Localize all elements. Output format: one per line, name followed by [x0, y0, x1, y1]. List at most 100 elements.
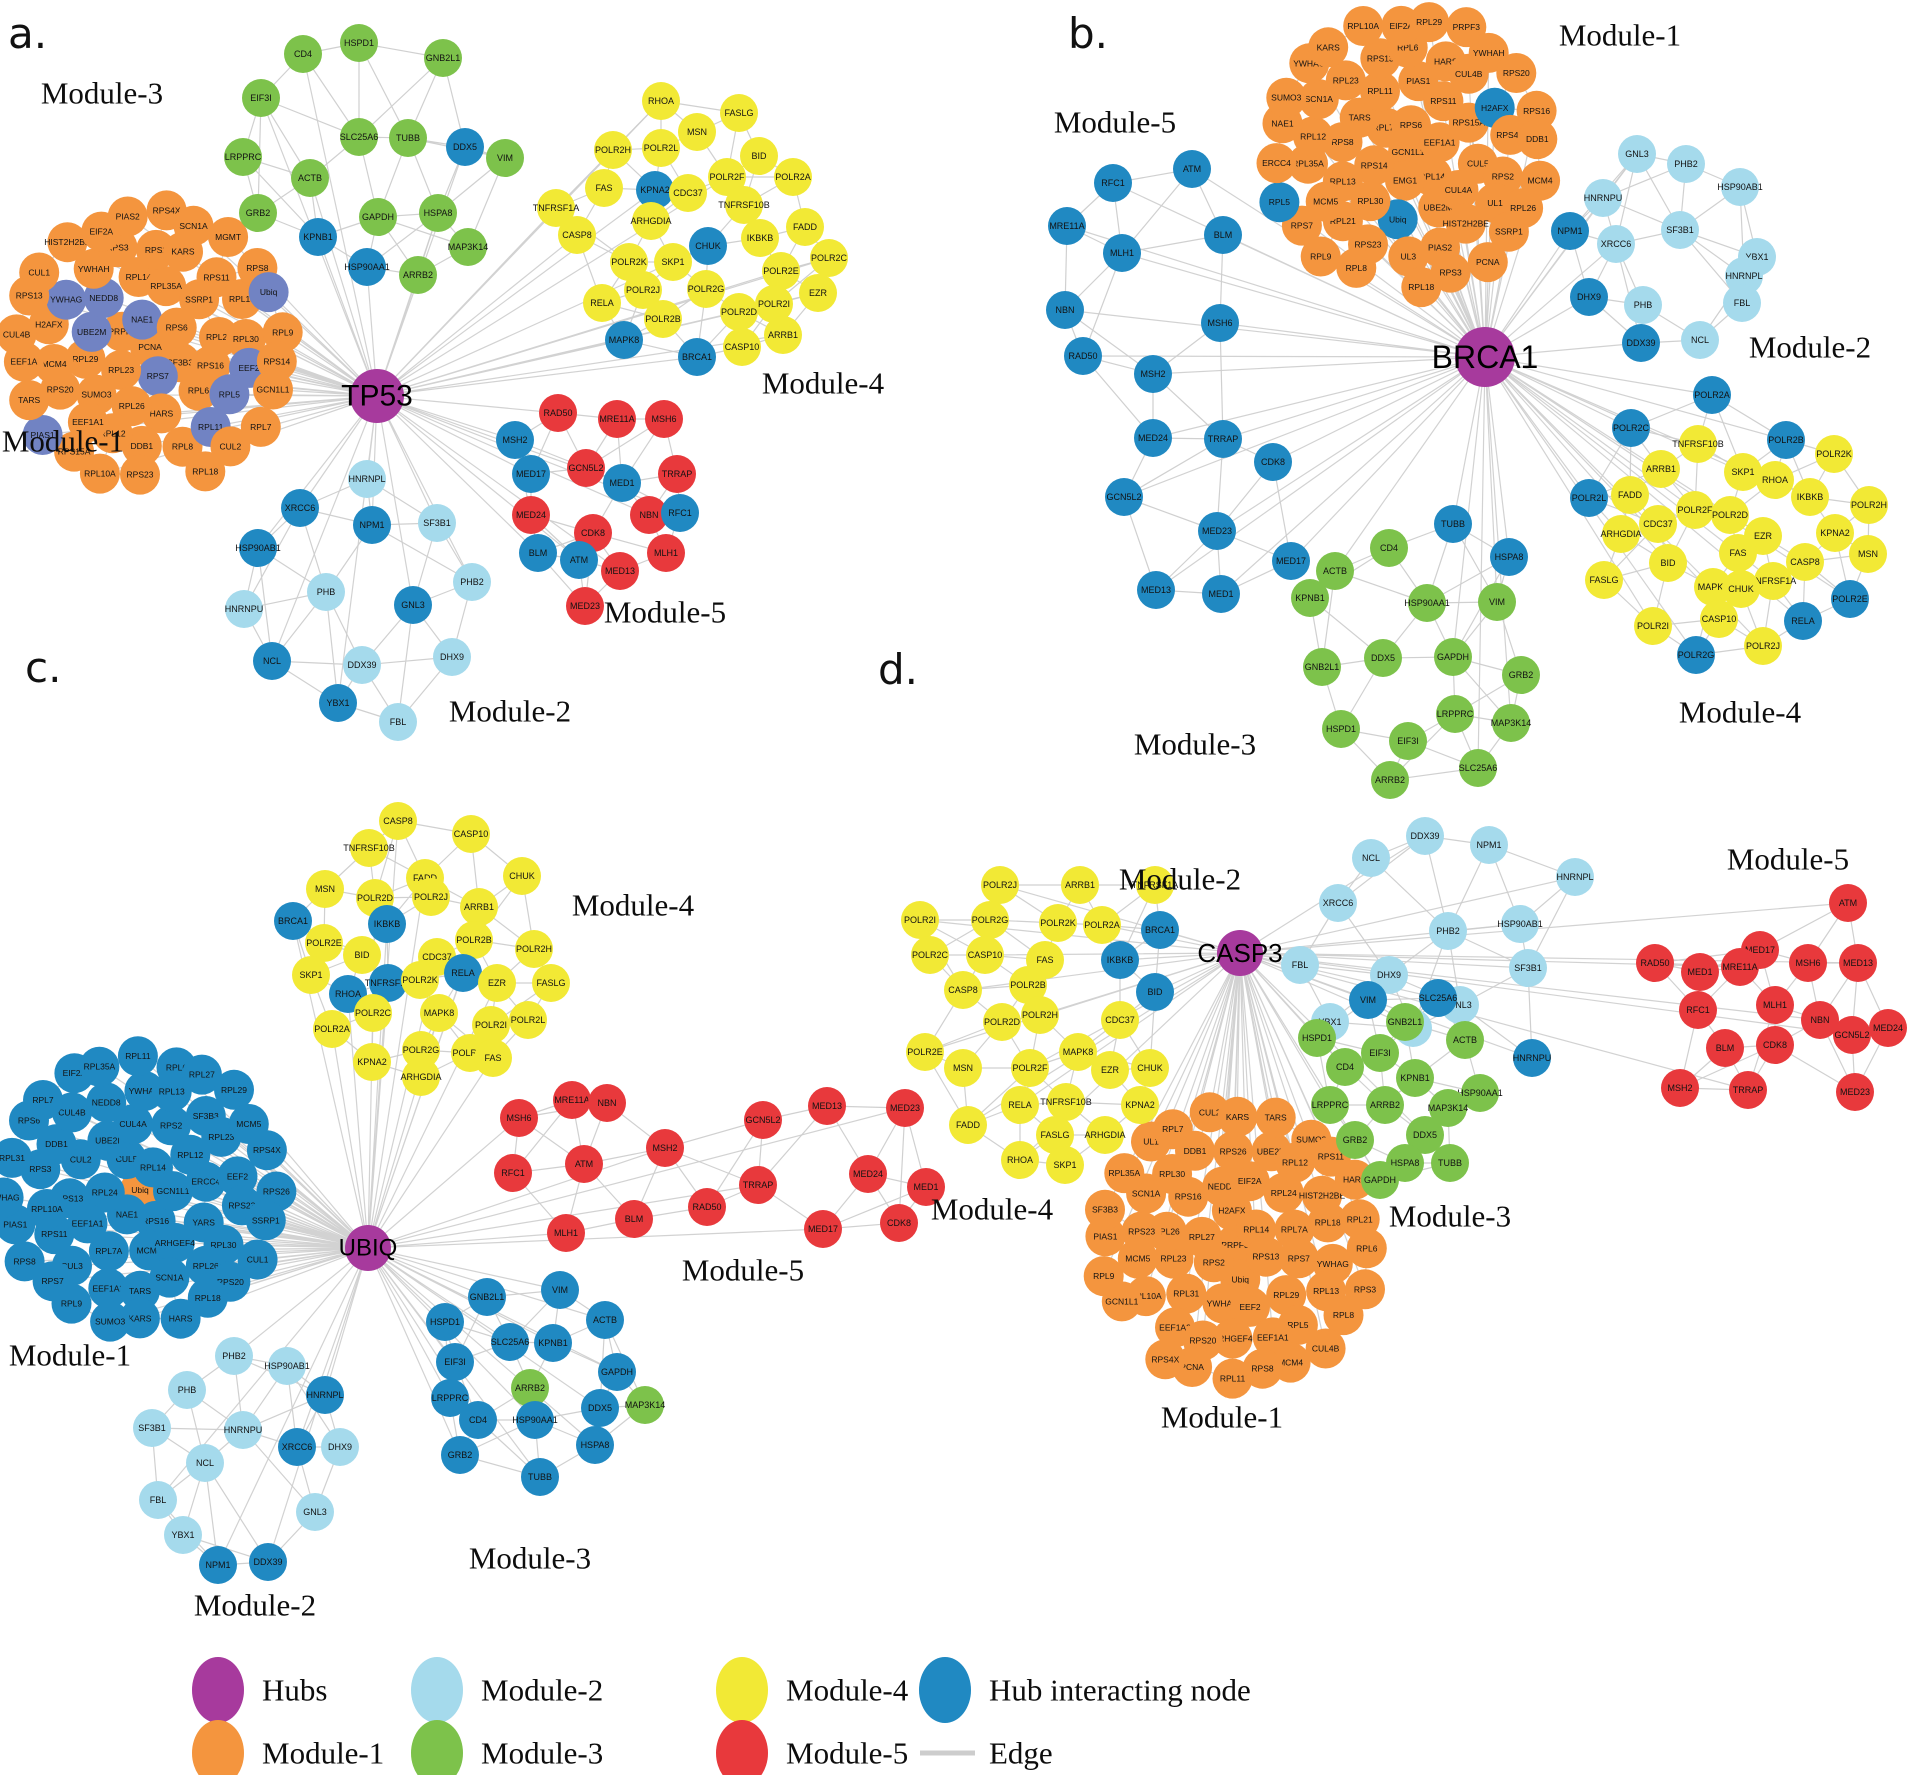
- node-POLR2L: [1570, 479, 1608, 517]
- node-label-ARHGDIA: ARHGDIA: [630, 216, 671, 226]
- node-label-UL3: UL3: [1401, 251, 1417, 261]
- node-label-SF3B1: SF3B1: [423, 518, 451, 528]
- node-RAD50: [688, 1188, 726, 1226]
- node-label-GAPDH: GAPDH: [601, 1367, 633, 1377]
- node-label-ARRB2: ARRB2: [1375, 775, 1405, 785]
- node-PHB: [1624, 286, 1662, 324]
- node-label-RFC1: RFC1: [1101, 178, 1125, 188]
- node-NBN: [630, 496, 668, 534]
- node-label-HARS: HARS: [1434, 56, 1458, 66]
- node-CASP10: [452, 815, 490, 853]
- node-label-RPS4X: RPS4X: [253, 1145, 281, 1155]
- node-label-EIF2A: EIF2A: [1389, 21, 1413, 31]
- node-label-IKBKB: IKBKB: [374, 919, 401, 929]
- node-label-MCM5: MCM5: [236, 1119, 261, 1129]
- node-HSP90AB1: [1721, 168, 1759, 206]
- node-label-RPL21: RPL21: [1330, 216, 1356, 226]
- node-DDB1: [1517, 119, 1558, 160]
- node-TRRAP: [658, 455, 696, 493]
- node-GNL3: [394, 586, 432, 624]
- node-label-CASP8: CASP8: [1790, 557, 1820, 567]
- node-PHB: [168, 1371, 206, 1409]
- node-RPL24: [84, 1172, 125, 1213]
- node-label-MED23: MED23: [890, 1103, 920, 1113]
- node-label-MED23: MED23: [1202, 526, 1232, 536]
- node-label-RPL10A: RPL10A: [1130, 1291, 1162, 1301]
- node-RPL27: [1181, 1216, 1222, 1257]
- node-label-POLR2C: POLR2C: [912, 950, 949, 960]
- node-label-RPS8: RPS8: [13, 1256, 35, 1266]
- node-POLR2H: [515, 930, 553, 968]
- node-FBL: [1723, 284, 1761, 322]
- node-label-MSH6: MSH6: [506, 1113, 531, 1123]
- node-label-GCN1L1: GCN1L1: [156, 1186, 189, 1196]
- node-label-POLR2I: POLR2I: [758, 299, 790, 309]
- node-RPS15A: [54, 431, 95, 472]
- node-label-MED24: MED24: [1873, 1023, 1903, 1033]
- node-label-HSPD1: HSPD1: [1326, 724, 1356, 734]
- node-POLR2C: [1612, 409, 1650, 447]
- node-XRCC6: [278, 1428, 316, 1466]
- node-label-RPL8: RPL8: [1333, 1310, 1355, 1320]
- node-label-POLR2H: POLR2H: [595, 145, 631, 155]
- node-RPS23: [120, 454, 160, 495]
- node-label-KPNB1: KPNB1: [538, 1338, 568, 1348]
- node-SF3B1: [1661, 211, 1699, 249]
- node-MED23: [1198, 512, 1236, 550]
- node-BLM: [615, 1200, 653, 1238]
- node-RHOA: [1001, 1141, 1039, 1179]
- node-label-BID: BID: [1147, 987, 1163, 997]
- node-MRE11A: [1048, 207, 1086, 245]
- node-RPS14: [1354, 145, 1395, 186]
- hub-edges: [1334, 356, 1512, 769]
- node-label-RPS11: RPS11: [41, 1229, 68, 1239]
- node-NCL: [1352, 839, 1390, 877]
- node-MAPK8: [605, 321, 643, 359]
- node-HNRNPL: [348, 460, 386, 498]
- panel-letter-c: c.: [25, 643, 61, 692]
- node-CHUK: [689, 227, 727, 265]
- node-ARHGDIA: [632, 202, 670, 240]
- node-POLR2L: [642, 129, 680, 167]
- node-label-POLR2D: POLR2D: [1712, 510, 1749, 520]
- node-label-RPS16: RPS16: [142, 1216, 169, 1226]
- node-label-HNRNPU: HNRNPU: [225, 604, 264, 614]
- node-NBN: [588, 1084, 626, 1122]
- node-label-FBL: FBL: [1292, 960, 1309, 970]
- node-label-SF3B1: SF3B1: [138, 1423, 166, 1433]
- node-label-GNB2L1: GNB2L1: [1305, 662, 1340, 672]
- node-label-GCN5L2: GCN5L2: [1834, 1030, 1869, 1040]
- node-label-CDC37: CDC37: [1105, 1015, 1135, 1025]
- node-label-NCL: NCL: [1362, 853, 1380, 863]
- node-label-TNFRSF10B: TNFRSF10B: [343, 843, 395, 853]
- node-label-FAS: FAS: [1729, 548, 1746, 558]
- node-PHB2: [1667, 145, 1705, 183]
- node-GNB2L1: [1303, 648, 1341, 686]
- node-label-Ubiq: Ubiq: [131, 1185, 149, 1195]
- node-BLM: [519, 534, 557, 572]
- node-label-MCM4: MCM4: [1278, 1358, 1303, 1368]
- node-label-HSP90AB1: HSP90AB1: [235, 543, 281, 553]
- node-HARS: [160, 1298, 201, 1339]
- node-label-ACTB: ACTB: [1323, 566, 1347, 576]
- node-label-SSRP1: SSRP1: [252, 1215, 280, 1225]
- node-label-NPM1: NPM1: [1557, 226, 1582, 236]
- node-ERCC4: [1256, 143, 1297, 184]
- node-label-BRCA1: BRCA1: [1145, 925, 1175, 935]
- node-label-CDC37: CDC37: [422, 952, 452, 962]
- node-RPL6: [1346, 1228, 1387, 1269]
- node-label-POLR2E: POLR2E: [306, 938, 342, 948]
- node-ACTB: [1446, 1021, 1484, 1059]
- node-MSH6: [645, 400, 683, 438]
- node-label-MCM5: MCM5: [1125, 1254, 1150, 1264]
- node-label-TRRAP: TRRAP: [1733, 1085, 1764, 1095]
- node-RPS26: [1213, 1131, 1254, 1172]
- hub-edges: [376, 100, 830, 397]
- hub-label-UBIQ: UBIQ: [339, 1235, 398, 1262]
- hub-node-TP53: [350, 369, 404, 423]
- node-KPNB1: [1291, 579, 1329, 617]
- node-POLR2A: [774, 158, 812, 196]
- node-MCM4: [34, 344, 75, 384]
- node-label-POLR2C: POLR2C: [355, 1008, 392, 1018]
- node-label-POLR2E: POLR2E: [1832, 594, 1868, 604]
